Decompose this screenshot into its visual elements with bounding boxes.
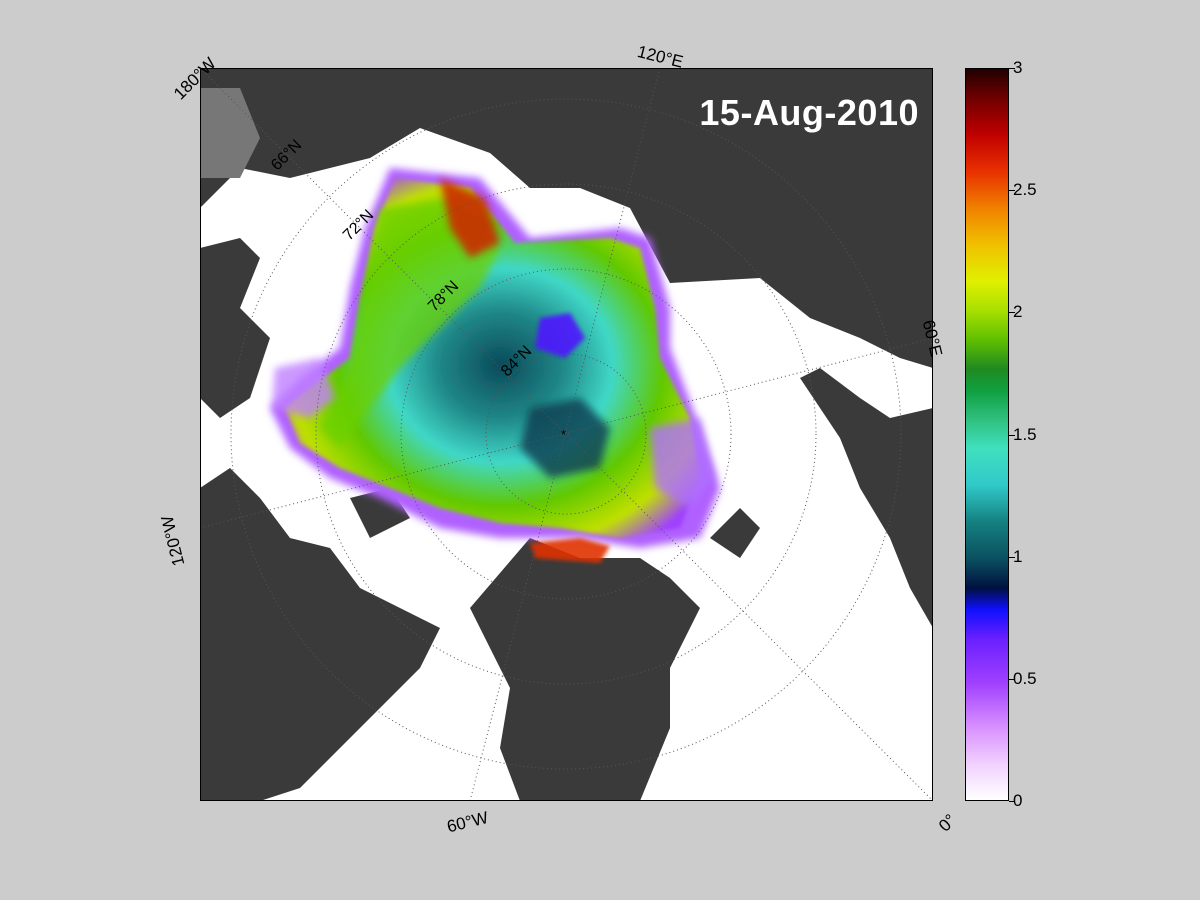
colorbar-tick	[1009, 679, 1015, 680]
map-border	[200, 68, 933, 801]
colorbar-tick-label: 2.5	[1013, 180, 1037, 199]
pole-marker: *	[561, 427, 566, 442]
colorbar-tick-label: 0.5	[1013, 669, 1037, 688]
colorbar-tick-label: 0	[1013, 791, 1023, 810]
graticule	[200, 68, 933, 801]
ice-thin-center	[520, 398, 610, 478]
map-canvas: *	[200, 68, 933, 801]
colorbar-tick	[1009, 312, 1015, 313]
lat-circle-66	[230, 98, 902, 770]
colorbar-tick	[1009, 801, 1015, 802]
land-alaska	[200, 238, 270, 418]
land-island-2	[280, 588, 360, 668]
lat-circle-78	[400, 268, 732, 600]
colorbar-tick-label: 2	[1013, 302, 1023, 321]
ice-thin-purple-2	[272, 358, 335, 418]
ice-thick-green	[320, 198, 500, 448]
land-greenland	[470, 538, 700, 801]
ice-thick-red-coast	[530, 538, 610, 563]
land-siberia	[200, 68, 933, 368]
ice-thick-red	[440, 178, 500, 258]
date-label: 15-Aug-2010	[699, 92, 919, 133]
lat-circle-84	[485, 353, 647, 515]
colorbar-tick	[1009, 557, 1015, 558]
colorbar-tick	[1009, 435, 1015, 436]
lon-label-120w: 120°W	[157, 513, 189, 568]
colorbar-tick	[1009, 68, 1015, 69]
meridian-180-0	[200, 68, 933, 801]
lon-label-60w: 60°W	[445, 807, 491, 837]
colorbar-tick-label: 1	[1013, 547, 1023, 566]
land-island-3	[260, 688, 320, 758]
ice-thin-purple-1	[535, 313, 585, 358]
colorbar-tick-label: 1.5	[1013, 425, 1037, 444]
land-svalbard	[710, 508, 760, 558]
thickness-colorbar	[965, 68, 1009, 801]
lon-label-0: 0°	[935, 810, 960, 836]
ice-thin-purple-3	[650, 418, 715, 508]
sea-ice-field	[270, 168, 720, 563]
lat-circle-72	[315, 183, 817, 685]
land-shadow	[200, 88, 260, 178]
colorbar-tick-label: 3	[1013, 58, 1023, 77]
sea-ice-thickness-map: * 15-Aug-2010 66°N 72°N 78°N 84°N	[200, 68, 933, 801]
colorbar-tick	[1009, 190, 1015, 191]
land-scandinavia	[800, 368, 933, 628]
